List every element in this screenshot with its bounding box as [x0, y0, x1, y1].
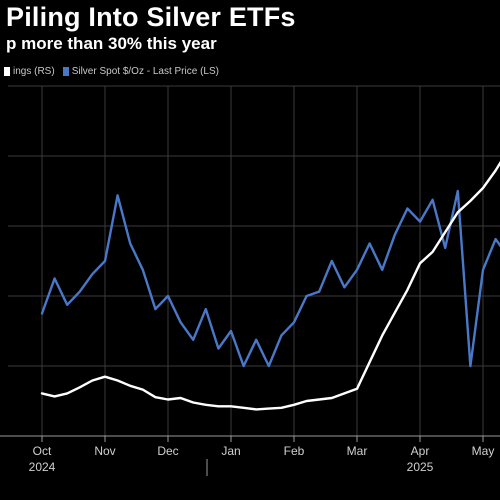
silver-price-line: [40, 189, 500, 368]
series-lines: [40, 161, 500, 411]
legend-swatch-silver: [62, 67, 69, 76]
x-tick-label: May: [472, 444, 495, 458]
x-tick-label: Feb: [284, 444, 305, 458]
chart-subtitle: p more than 30% this year: [6, 34, 217, 53]
x-year-label: 2025: [407, 460, 434, 474]
x-tick-label: Oct: [33, 444, 52, 458]
x-year-label: 2024: [29, 460, 56, 474]
legend-label-silver: Silver Spot $/Oz - Last Price (LS): [71, 66, 219, 77]
x-tick-label: Mar: [347, 444, 368, 458]
legend-item-holdings: ings (RS): [4, 66, 55, 77]
x-tick-label: Jan: [221, 444, 240, 458]
x-tick-label: Apr: [411, 444, 430, 458]
legend-label-holdings: ings (RS): [13, 66, 55, 77]
legend-swatch-holdings: [4, 67, 10, 76]
x-tick-label: Nov: [94, 444, 115, 458]
holdings-line: [40, 161, 500, 411]
x-axis: Oct Nov Dec Jan Feb Mar Apr May 2024 2025: [0, 435, 500, 476]
x-tick-label: Dec: [157, 444, 178, 458]
chart-legend: ings (RS) Silver Spot $/Oz - Last Price …: [4, 66, 219, 77]
chart-title: Piling Into Silver ETFs: [6, 2, 296, 32]
grid-lines: [8, 85, 500, 437]
legend-item-silver: Silver Spot $/Oz - Last Price (LS): [62, 66, 219, 77]
